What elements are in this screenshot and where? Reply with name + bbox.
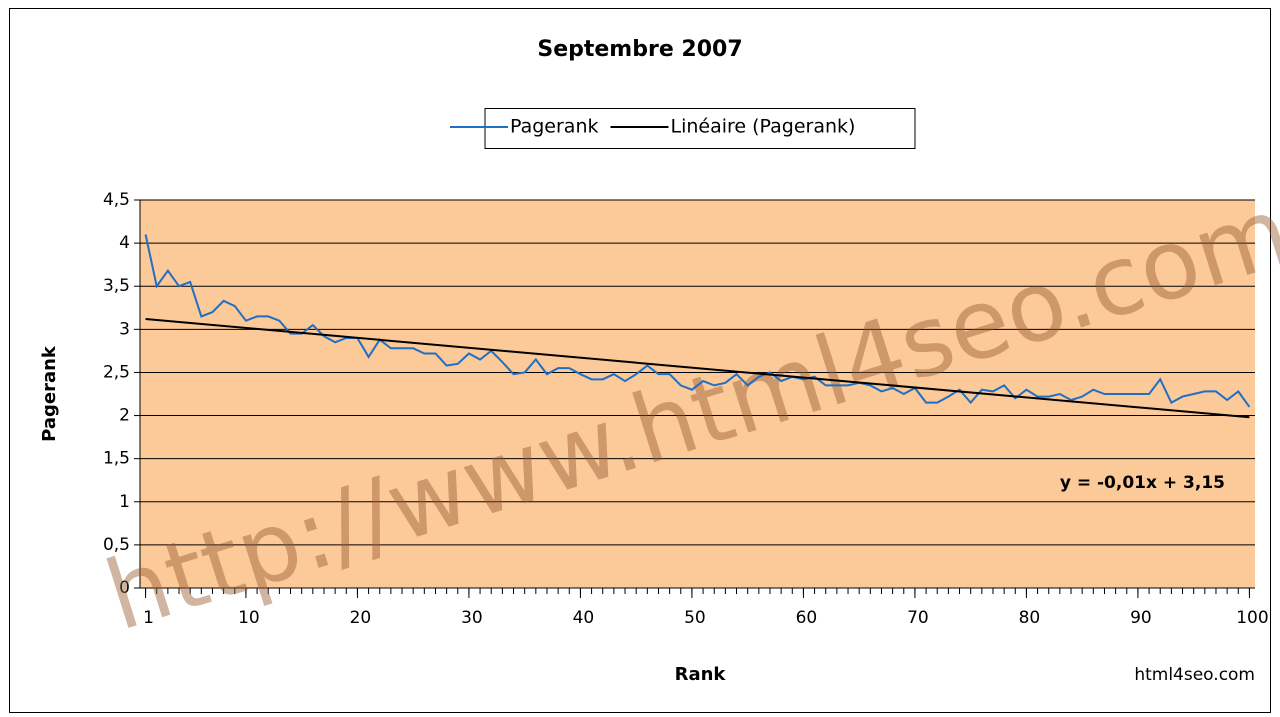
y-tick-label: 4,5 <box>103 190 130 210</box>
y-axis-label: Pagerank <box>39 345 60 442</box>
y-tick-label: 3,5 <box>103 276 130 296</box>
x-tick-label: 10 <box>238 608 260 628</box>
legend-label: Pagerank <box>510 116 599 138</box>
x-tick-label: 30 <box>461 608 483 628</box>
footer: html4seo.com <box>1134 665 1255 685</box>
x-tick-label: 50 <box>684 608 706 628</box>
x-tick-label: 90 <box>1130 608 1152 628</box>
annotation: y = -0,01x + 3,15 <box>1060 473 1225 493</box>
x-tick-label: 100 <box>1236 608 1268 628</box>
y-tick-label: 0 <box>119 578 130 598</box>
x-tick-label: 1 <box>143 608 154 628</box>
legend: Pagerank Linéaire (Pagerank) <box>450 108 916 149</box>
legend-label: Linéaire (Pagerank) <box>671 116 856 138</box>
x-tick-label: 20 <box>350 608 372 628</box>
x-tick-label: 70 <box>907 608 929 628</box>
x-tick-label: 40 <box>573 608 595 628</box>
y-tick-label: 3 <box>119 319 130 339</box>
y-tick-label: 0,5 <box>103 535 130 555</box>
plot-area <box>140 200 1255 588</box>
series-line <box>144 234 1251 408</box>
y-tick-label: 1,5 <box>103 449 130 469</box>
y-tick-label: 2,5 <box>103 362 130 382</box>
chart-title: Septembre 2007 <box>537 37 742 62</box>
y-tick-label: 4 <box>119 233 130 253</box>
y-tick-label: 2 <box>119 406 130 426</box>
legend-box <box>484 108 916 149</box>
y-tick-label: 1 <box>119 492 130 512</box>
x-tick-label: 60 <box>796 608 818 628</box>
series-line <box>145 317 1250 419</box>
x-tick-label: 80 <box>1019 608 1041 628</box>
x-axis-label: Rank <box>675 664 727 685</box>
